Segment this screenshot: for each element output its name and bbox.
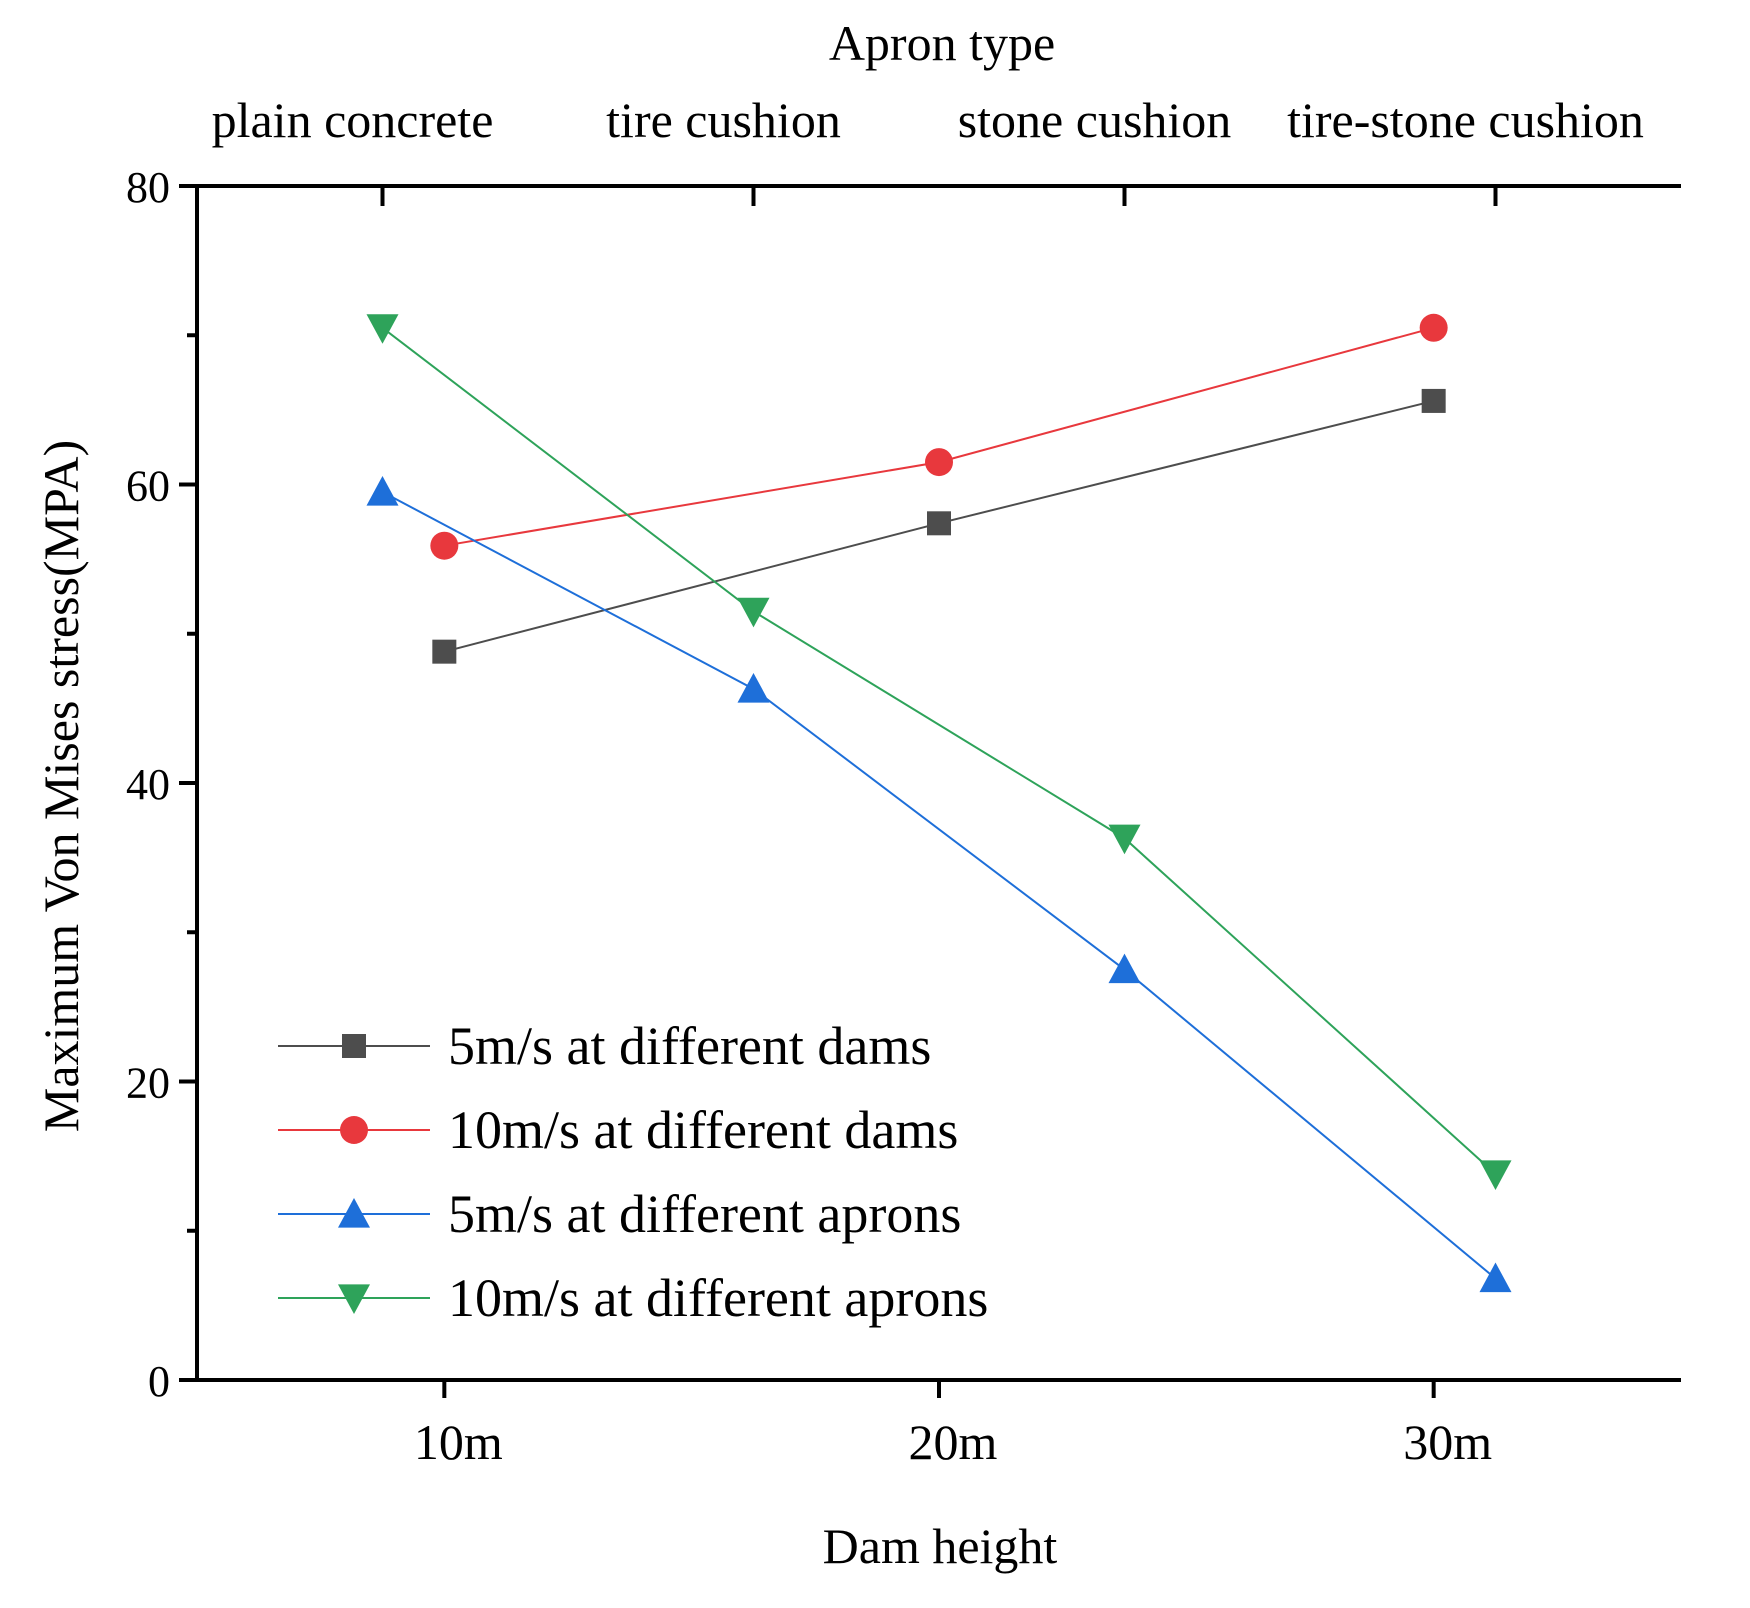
legend-item: 10m/s at different dams (278, 1100, 958, 1160)
data-point (925, 448, 953, 477)
series-4 (366, 314, 1512, 1191)
data-point (432, 639, 457, 664)
legend-swatch-marker (340, 1116, 368, 1144)
legend-item: 10m/s at different aprons (278, 1268, 988, 1328)
legend-label: 5m/s at different dams (448, 1016, 931, 1076)
series-3 (366, 475, 1512, 1293)
y-tick-label: 0 (148, 1357, 170, 1406)
legend-swatch-marker (338, 1198, 370, 1228)
data-point (737, 597, 770, 628)
series-1 (432, 388, 1446, 664)
legend-item: 5m/s at different dams (278, 1016, 931, 1076)
data-point (1108, 824, 1141, 855)
top-axis-category-label: tire-stone cushion (1287, 92, 1644, 148)
top-axis-category-label: stone cushion (958, 92, 1232, 148)
data-point (366, 314, 399, 344)
legend-item: 5m/s at different aprons (278, 1184, 961, 1244)
legend-label: 10m/s at different aprons (448, 1268, 988, 1328)
y-axis-title: Maximum Von Mises stress(MPA) (33, 440, 89, 1132)
legend-swatch-marker (342, 1034, 366, 1058)
data-point (430, 531, 459, 560)
series-lines (366, 313, 1512, 1293)
axis-ticks: 0 20 40 60 80 10m 20m 30m plain concrete tire cus… (126, 92, 1644, 1470)
top-axis-category-label: plain concrete (212, 92, 494, 148)
data-point (1421, 388, 1446, 413)
data-point (366, 475, 399, 506)
x-axis-title: Dam height (823, 1518, 1058, 1574)
top-axis-category-label: tire cushion (606, 92, 841, 148)
data-point (737, 672, 770, 703)
legend-swatch-marker (338, 1284, 370, 1314)
data-point (927, 511, 951, 536)
legend: 5m/s at different dams 10m/s at different… (278, 1016, 988, 1328)
x-tick-label: 10m (414, 1414, 503, 1470)
data-point (1479, 1160, 1512, 1191)
legend-label: 10m/s at different dams (448, 1100, 958, 1160)
x-tick-label: 20m (909, 1414, 998, 1470)
data-point (1419, 313, 1448, 342)
y-tick-label: 60 (126, 462, 170, 511)
y-tick-label: 20 (126, 1059, 170, 1108)
data-point (1479, 1262, 1512, 1293)
y-tick-label: 40 (126, 760, 170, 809)
x-tick-label: 30m (1403, 1414, 1492, 1470)
y-tick-label: 80 (126, 163, 170, 212)
top-axis-title: Apron type (829, 15, 1055, 71)
series-2 (430, 313, 1448, 560)
series-line (381, 326, 1497, 1175)
series-line (382, 491, 1497, 1280)
data-point (1108, 953, 1141, 984)
legend-label: 5m/s at different aprons (448, 1184, 961, 1244)
